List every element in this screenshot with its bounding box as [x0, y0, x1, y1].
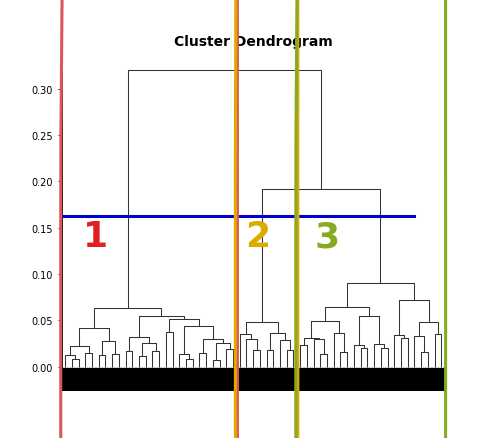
Title: Cluster Dendrogram: Cluster Dendrogram	[174, 35, 332, 49]
Text: 3: 3	[315, 220, 340, 254]
Text: 2: 2	[246, 220, 271, 254]
Text: 1: 1	[82, 220, 108, 254]
